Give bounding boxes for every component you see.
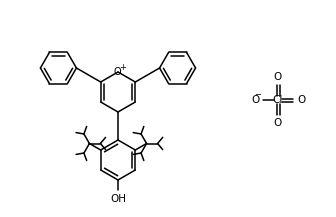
Text: −: −	[254, 90, 261, 100]
Text: O: O	[297, 95, 305, 105]
Text: Cl: Cl	[273, 95, 283, 105]
Text: OH: OH	[110, 194, 126, 204]
Text: O: O	[274, 72, 282, 82]
Text: +: +	[119, 64, 126, 72]
Text: O: O	[113, 67, 121, 77]
Text: O: O	[274, 118, 282, 128]
Text: O: O	[251, 95, 259, 105]
